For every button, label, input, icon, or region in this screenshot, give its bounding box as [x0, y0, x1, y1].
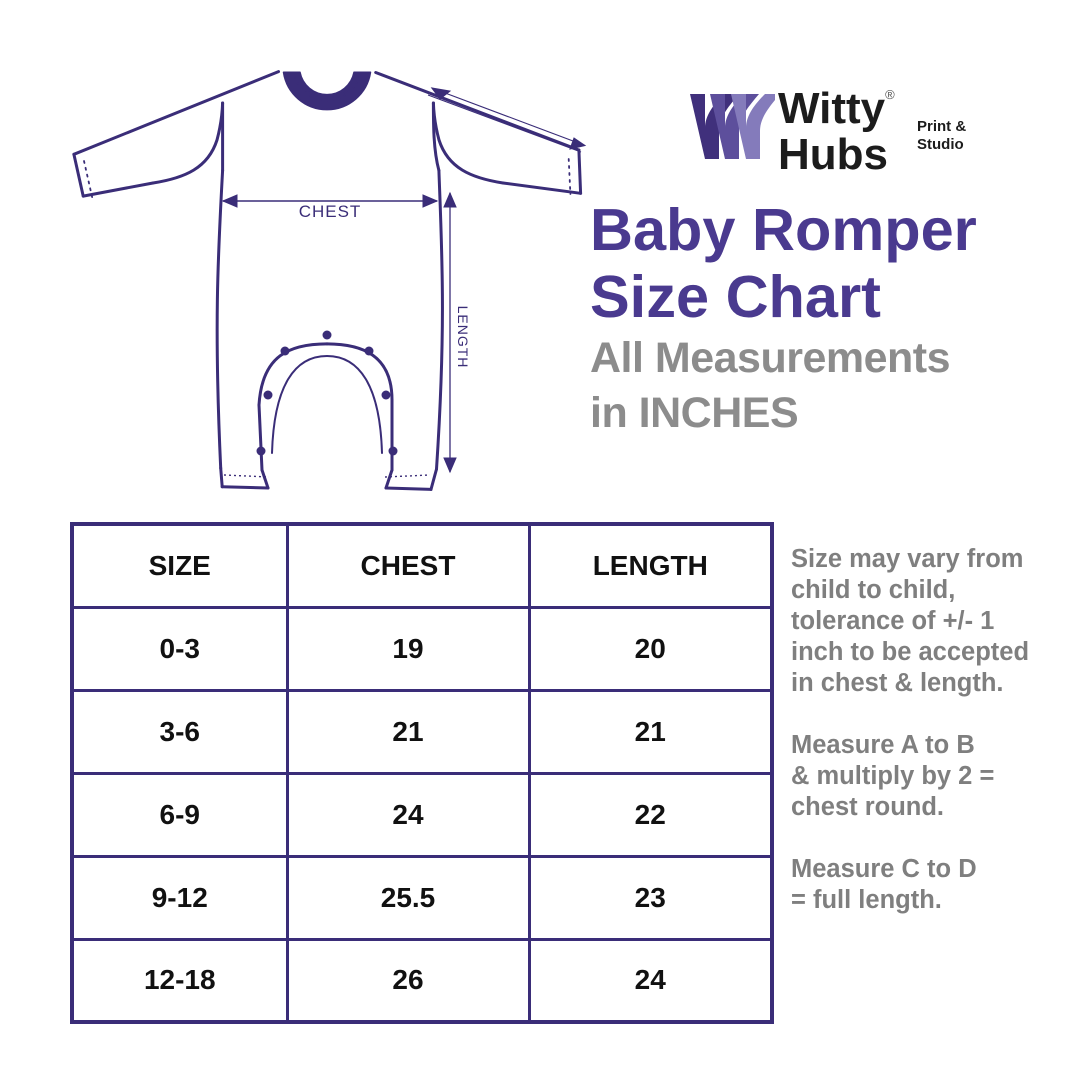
svg-text:LENGTH: LENGTH	[455, 306, 471, 369]
svg-text:CHEST: CHEST	[299, 202, 362, 221]
